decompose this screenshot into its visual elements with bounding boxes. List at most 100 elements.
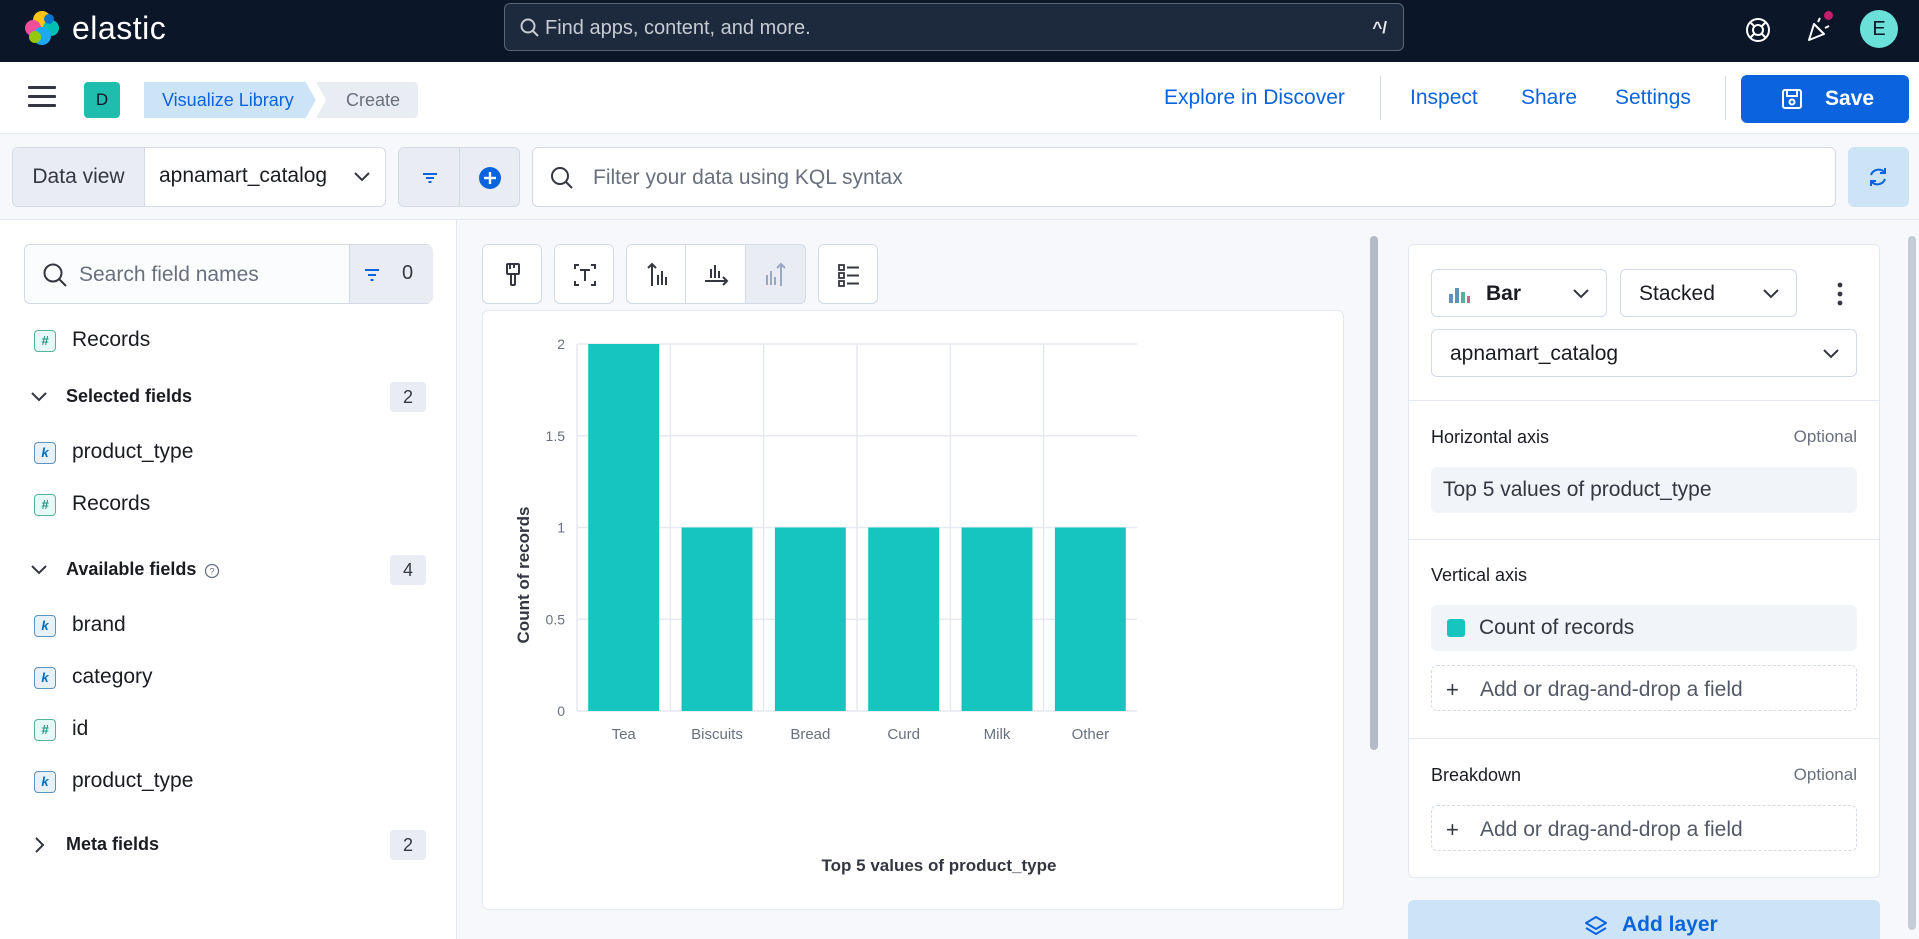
refresh-button[interactable]: [1848, 147, 1909, 207]
elastic-logo-icon[interactable]: [22, 8, 62, 48]
section-title: Selected fields: [66, 386, 193, 406]
add-field-label: Add or drag-and-drop a field: [1480, 678, 1743, 701]
text-label-icon: [574, 264, 596, 286]
field-name: Records: [72, 328, 151, 351]
vertical-axis-add-field[interactable]: + Add or drag-and-drop a field: [1431, 665, 1857, 711]
chevron-down-icon: [1823, 349, 1839, 359]
keyword-field-icon: k: [34, 615, 56, 637]
refresh-icon: [1870, 168, 1886, 186]
y-tick-label: 0: [557, 703, 565, 719]
workspace-scrollbar-thumb[interactable]: [1370, 236, 1378, 750]
y-tick-label: 1: [557, 520, 565, 536]
inspect-link[interactable]: Inspect: [1410, 86, 1478, 109]
meta-fields-section[interactable]: Meta fields 2: [30, 830, 430, 860]
right-axis-icon: [766, 262, 786, 286]
query-bar: Data view apnamart_catalog Filter your d…: [0, 134, 1919, 220]
explore-in-discover-link[interactable]: Explore in Discover: [1164, 86, 1345, 109]
field-type-filter-button[interactable]: 0: [349, 245, 433, 303]
chart-type-select[interactable]: Bar: [1431, 269, 1607, 317]
breakdown-add-field[interactable]: + Add or drag-and-drop a field: [1431, 805, 1857, 851]
help-question-icon[interactable]: ?: [204, 563, 220, 579]
chevron-down-icon: [31, 565, 47, 575]
x-tick-label: Milk: [984, 726, 1011, 743]
vertical-axis-dimension[interactable]: Count of records: [1431, 605, 1857, 651]
menu-toggle-icon[interactable]: [28, 86, 56, 108]
save-icon: [1782, 89, 1802, 109]
bar-chart: 00.511.52 Tea Biscuits Bread Curd Milk Other …: [514, 336, 1137, 875]
save-button[interactable]: Save: [1741, 75, 1909, 123]
bottom-axis-icon: [705, 265, 729, 286]
section-count-badge: 2: [390, 830, 426, 860]
share-link[interactable]: Share: [1521, 86, 1578, 109]
layer-data-view-select[interactable]: apnamart_catalog: [1431, 329, 1857, 377]
add-layer-button[interactable]: Add layer: [1408, 900, 1880, 939]
filter-options-button[interactable]: [398, 147, 460, 207]
chevron-right-icon: [35, 837, 45, 853]
field-search-input[interactable]: Search field names 0: [24, 244, 433, 304]
field-name: category: [72, 665, 153, 688]
search-shortcut-hint: ^/: [1372, 18, 1387, 37]
section-count-badge: 4: [390, 555, 426, 585]
vertical-axis-label: Vertical axis: [1431, 565, 1528, 585]
bar-curd[interactable]: [868, 527, 940, 712]
chevron-down-icon: [354, 172, 370, 182]
plus-icon: +: [1446, 677, 1459, 702]
layer-actions-icon[interactable]: [1835, 281, 1845, 307]
section-count-badge: 2: [390, 382, 426, 412]
section-divider: [1409, 738, 1879, 739]
y-tick-label: 0.5: [546, 611, 566, 627]
layers-icon: [1585, 916, 1607, 935]
style-options-button[interactable]: [482, 244, 542, 304]
field-name: product_type: [72, 440, 194, 463]
number-field-icon: #: [34, 494, 56, 516]
bar-other[interactable]: [1054, 527, 1126, 712]
bottom-axis-button[interactable]: [686, 244, 746, 304]
filter-icon: [365, 269, 379, 281]
x-axis-title: Top 5 values of product_type: [822, 856, 1057, 875]
x-tick-label: Other: [1072, 726, 1110, 743]
bar-tea[interactable]: [588, 344, 660, 711]
breakdown-label: Breakdown: [1431, 765, 1522, 785]
settings-link[interactable]: Settings: [1615, 86, 1691, 109]
labels-button[interactable]: [554, 244, 614, 304]
data-view-picker[interactable]: Data view apnamart_catalog: [12, 147, 386, 207]
config-panel-scrollbar[interactable]: [1908, 236, 1916, 930]
available-fields-section[interactable]: Available fields ? 4: [30, 555, 430, 585]
selected-fields-section[interactable]: Selected fields 2: [30, 382, 430, 412]
right-axis-button[interactable]: [746, 244, 806, 304]
chevron-down-icon: [1573, 289, 1589, 299]
horizontal-axis-dimension[interactable]: Top 5 values of product_type: [1431, 467, 1857, 513]
dimension-label: Top 5 values of product_type: [1443, 478, 1712, 501]
y-axis-title: Count of records: [514, 507, 533, 644]
number-field-icon: #: [34, 719, 56, 741]
field-name: product_type: [72, 769, 194, 792]
field-name: brand: [72, 613, 126, 636]
bar-bread[interactable]: [774, 527, 846, 712]
user-avatar[interactable]: E: [1860, 10, 1898, 48]
left-axis-button[interactable]: [626, 244, 686, 304]
breadcrumb-create: Create: [316, 82, 419, 118]
help-icon[interactable]: [1740, 12, 1776, 48]
global-search-input[interactable]: Find apps, content, and more. ^/: [504, 3, 1404, 51]
brand-name[interactable]: elastic: [72, 10, 167, 46]
y-tick-label: 1.5: [546, 428, 566, 444]
add-field-label: Add or drag-and-drop a field: [1480, 818, 1743, 841]
breadcrumb-visualize-library[interactable]: Visualize Library: [144, 82, 316, 118]
global-header: elastic Find apps, content, and more. ^/…: [0, 0, 1919, 62]
section-title: Available fields: [66, 559, 197, 579]
global-search-placeholder: Find apps, content, and more.: [545, 17, 811, 39]
space-avatar[interactable]: D: [84, 82, 120, 118]
series-color-swatch[interactable]: [1447, 619, 1465, 637]
keyword-field-icon: k: [34, 771, 56, 793]
bar-biscuits[interactable]: [681, 527, 753, 712]
news-feed-icon[interactable]: [1800, 12, 1836, 48]
header-divider: [1725, 76, 1726, 120]
add-filter-button[interactable]: [460, 147, 520, 207]
bar-milk[interactable]: [961, 527, 1033, 712]
filter-icon: [423, 173, 437, 183]
kql-query-input[interactable]: Filter your data using KQL syntax: [532, 147, 1836, 207]
stacking-select[interactable]: Stacked: [1620, 269, 1797, 317]
keyword-field-icon: k: [34, 442, 56, 464]
x-tick-label: Biscuits: [691, 726, 743, 743]
legend-button[interactable]: [818, 244, 878, 304]
